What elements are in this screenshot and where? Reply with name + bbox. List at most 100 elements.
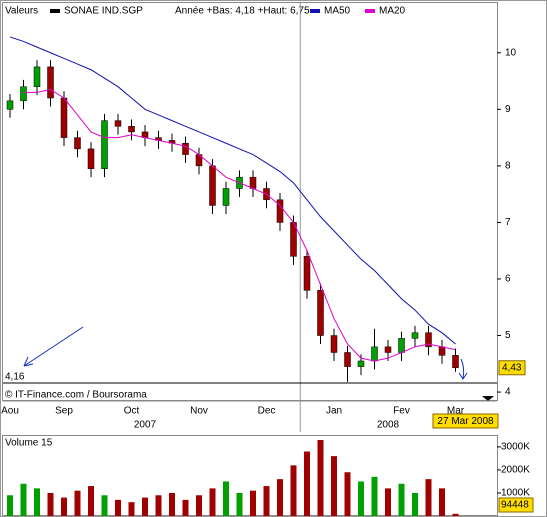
candle-body [330,335,338,353]
volume-bar [290,465,297,516]
y-tick-label: 1000K [501,488,530,499]
volume-bar [169,492,175,516]
volume-bar [344,472,351,516]
last-volume-box [498,497,534,513]
candle-body [276,199,284,223]
volume-bar [439,488,445,516]
candle-body [398,338,405,353]
volume-bar [128,502,135,516]
candle-body [101,120,108,169]
volume-bar [331,456,337,516]
y-tick-label: 5 [505,330,511,341]
ma-line [9,36,456,345]
candle-body [74,137,81,150]
year-label: 2007 [134,420,157,431]
y-tick-label: 6 [505,274,511,285]
candle-body [425,332,432,348]
x-tick-label: Fev [393,406,410,417]
volume-bar [47,492,54,516]
volume-bar [7,495,13,516]
x-tick-label: Sep [55,406,73,417]
volume-bar [20,483,27,516]
annotation-arrow [23,326,84,367]
volume-bar [155,495,162,516]
candle-body [344,352,351,367]
volume-bar [182,499,189,516]
trend-arrow [458,358,468,380]
candle-body [222,188,230,206]
candle-body [452,355,459,369]
candle-body [87,148,95,169]
y-tick-label: 4 [505,387,511,398]
candle-body [249,176,257,189]
candle-body [182,143,189,155]
legend-swatch [365,9,375,13]
volume-bar [88,486,94,516]
x-tick-label: Jan [326,406,342,417]
candle-body [209,165,216,206]
y-tick-label: 10 [505,47,517,58]
volume-bar [263,486,270,516]
volume-bar [385,488,391,516]
legend-swatch [310,9,320,13]
x-tick-label: Aou [1,406,19,417]
y-tick-label: 7 [505,217,511,228]
volume-bar [277,479,283,516]
candle-body [60,97,68,138]
y-tick-label: 2000K [501,465,530,476]
last-volume-label: 94448 [501,500,529,511]
volume-bar [61,497,67,516]
candle-body [371,346,378,362]
last-value-label: 4,43 [502,362,522,373]
credit: © IT-Finance.com / Boursorama [5,390,147,401]
candle-body [384,346,392,353]
volume-bar [101,495,108,516]
legend-entry: SONAE IND.SGP [64,6,143,17]
volume-bar [412,492,418,516]
y-tick-label: 9 [505,104,511,115]
reference-label: 4,16 [5,372,25,383]
header: Valeurs [5,6,38,17]
legend-entry: MA50 [324,6,351,17]
volume-bar [425,479,432,516]
annotation-arrow-head [23,356,34,367]
year-label: 2008 [377,420,400,431]
candle-body [411,332,419,339]
date-label: 27 Mar 2008 [437,416,494,427]
candle-body [357,360,365,367]
volume-bar [115,499,121,516]
volume-bar [223,481,229,516]
date-box [432,413,499,429]
volume-bar [398,483,405,516]
candle-body [114,120,122,127]
candle-body [20,86,27,102]
candle-body [47,66,54,99]
volume-bar [358,481,364,516]
volume-bar [304,451,310,516]
volume-bar [74,490,81,516]
range-note: Année +Bas: 4,18 +Haut: 6,75 [175,6,310,17]
volume-bar [196,495,202,516]
volume-bar [250,490,256,516]
legend-swatch [50,9,60,13]
volume-bar [317,440,324,516]
x-tick-label: Oct [124,406,140,417]
candle-body [6,100,14,110]
y-tick-label: 8 [505,161,511,172]
x-tick-label: Dec [258,406,276,417]
last-value-box [498,360,526,376]
scroll-arrow [482,396,494,401]
candle-body [128,126,135,133]
ma-line [23,88,456,362]
volume-bar [452,513,459,516]
candle-body [303,256,311,291]
x-tick-label: Nov [190,406,208,417]
candle-body [317,290,324,336]
y-tick-label: 3000K [501,442,530,453]
volume-bar [209,488,216,516]
volume-bar [236,492,243,516]
candle-body [438,346,446,356]
